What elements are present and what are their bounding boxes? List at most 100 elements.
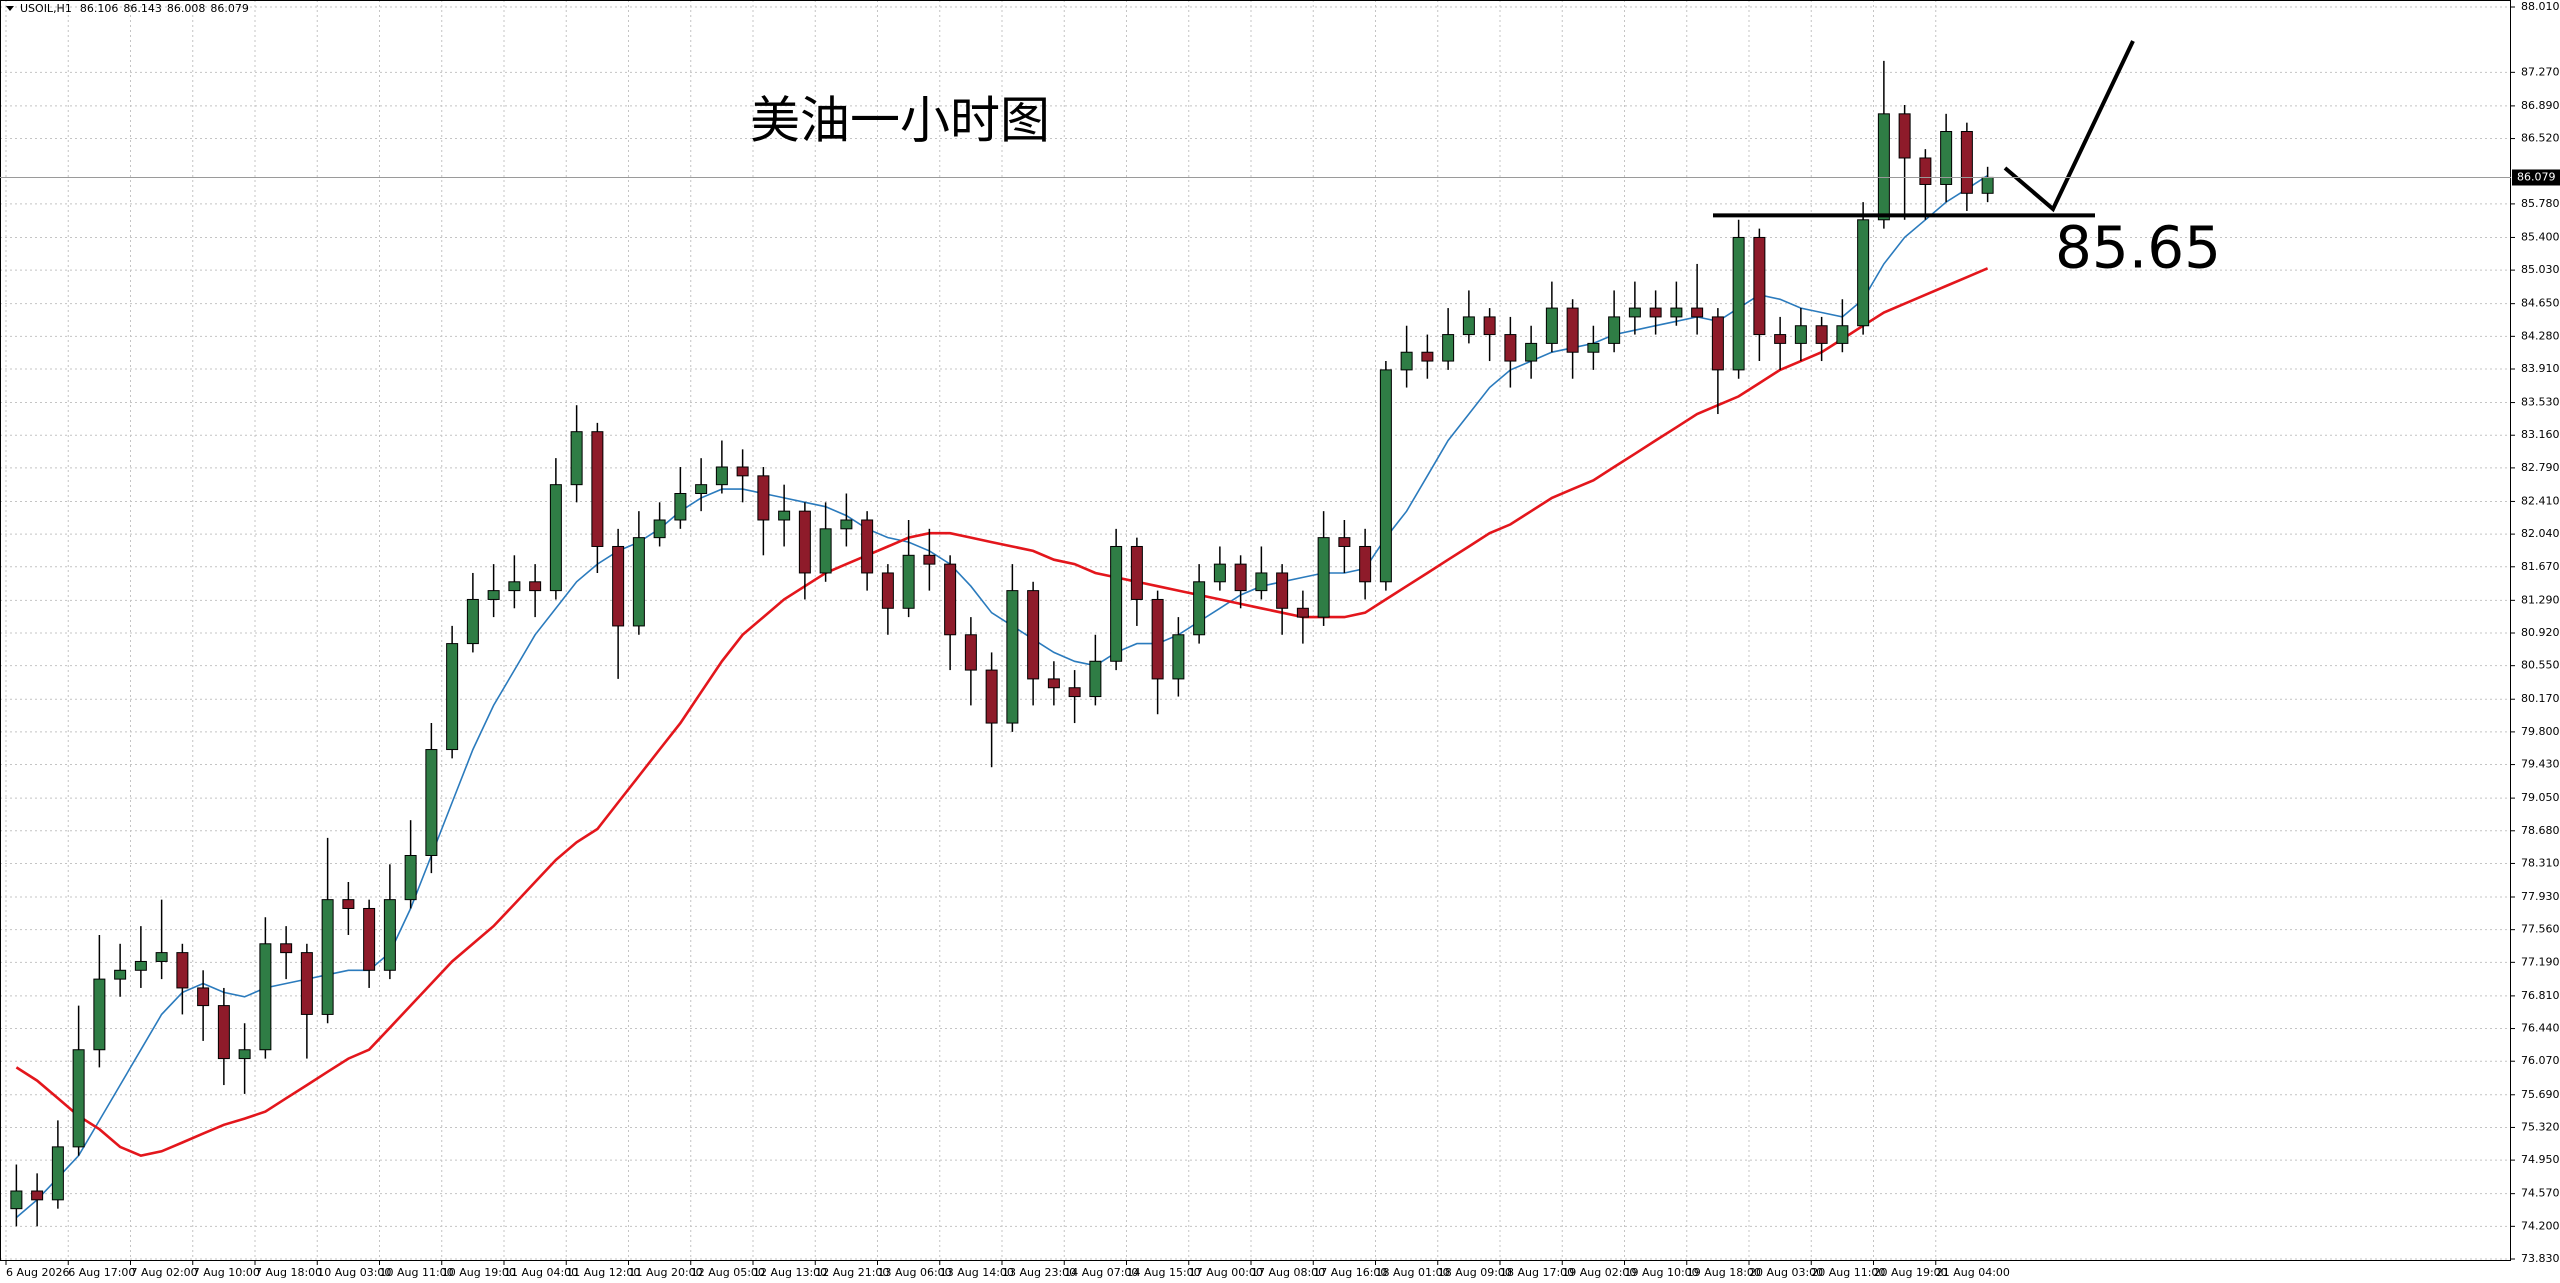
candle-body xyxy=(591,431,604,547)
candle-body xyxy=(1587,342,1600,353)
candle-body xyxy=(383,899,396,971)
candle-body xyxy=(1794,325,1807,344)
candle-body xyxy=(1649,307,1662,318)
y-tick-label: 77.560 xyxy=(2521,923,2560,936)
candle-body xyxy=(1234,563,1247,592)
candle-body xyxy=(1006,590,1019,724)
candle-body xyxy=(1110,545,1123,662)
candle-body xyxy=(1068,687,1081,698)
candle-body xyxy=(1338,537,1351,547)
y-tick-label: 80.920 xyxy=(2521,626,2560,639)
candle-body xyxy=(653,519,666,539)
x-tick-label: 12 Aug 13:00 xyxy=(753,1266,827,1279)
header: USOIL,H1 86.106 86.143 86.008 86.079 xyxy=(20,2,249,15)
candle-body xyxy=(881,572,894,609)
y-tick-label: 85.780 xyxy=(2521,197,2560,210)
x-tick-label: 13 Aug 23:00 xyxy=(1002,1266,1076,1279)
moving-average-line xyxy=(15,174,1989,1219)
candle-body xyxy=(1193,581,1206,636)
candle-body xyxy=(819,528,832,574)
y-tick-label: 76.810 xyxy=(2521,989,2560,1002)
candle-body xyxy=(1877,113,1890,221)
x-tick-label: 20 Aug 11:00 xyxy=(1811,1266,1885,1279)
candle-body xyxy=(1462,316,1475,336)
candle-body xyxy=(466,598,479,645)
candle-body xyxy=(259,943,272,1051)
candle-body xyxy=(1836,325,1849,344)
x-tick-label: 7 Aug 02:00 xyxy=(131,1266,198,1279)
y-tick-label: 79.430 xyxy=(2521,758,2560,771)
candle-body xyxy=(1359,545,1372,583)
candle-body xyxy=(1047,678,1060,689)
candle-body xyxy=(31,1190,44,1201)
y-tick-label: 74.950 xyxy=(2521,1153,2560,1166)
y-tick-label: 82.790 xyxy=(2521,461,2560,474)
y-tick-label: 83.530 xyxy=(2521,396,2560,409)
y-tick-label: 85.030 xyxy=(2521,263,2560,276)
candle-body xyxy=(798,510,811,574)
x-tick-label: 20 Aug 19:00 xyxy=(1874,1266,1948,1279)
candle-body xyxy=(176,952,189,989)
candle-body xyxy=(1379,369,1392,583)
candle-body xyxy=(1815,325,1828,344)
candle-body xyxy=(280,943,293,954)
candle-body xyxy=(529,581,542,592)
header-close: 86.079 xyxy=(210,2,249,15)
candle-body xyxy=(902,554,915,609)
candle-body xyxy=(1919,157,1932,185)
y-tick-label: 88.010 xyxy=(2521,0,2560,13)
candle-body xyxy=(757,475,770,521)
y-tick-label: 75.320 xyxy=(2521,1120,2560,1133)
candle-body xyxy=(1753,236,1766,336)
y-tick-label: 82.040 xyxy=(2521,527,2560,540)
candle-body xyxy=(1504,334,1517,362)
candle-body xyxy=(1276,572,1289,609)
last-price-label: 86.079 xyxy=(2517,170,2556,183)
candle-body xyxy=(321,899,334,1015)
x-tick-label: 10 Aug 19:00 xyxy=(442,1266,516,1279)
x-tick-label: 20 Aug 03:00 xyxy=(1749,1266,1823,1279)
candle-body xyxy=(1566,307,1579,353)
candle-body xyxy=(1857,219,1870,327)
x-tick-label: 13 Aug 14:00 xyxy=(940,1266,1014,1279)
candle-body xyxy=(1898,113,1911,159)
x-tick-label: 6 Aug 17:00 xyxy=(68,1266,135,1279)
candle-body xyxy=(446,643,459,751)
header-low: 86.008 xyxy=(167,2,206,15)
y-tick-label: 78.680 xyxy=(2521,824,2560,837)
y-tick-label: 82.410 xyxy=(2521,494,2560,507)
candle-body xyxy=(72,1049,85,1148)
candle-body xyxy=(570,431,583,486)
header-icon xyxy=(6,6,14,11)
x-tick-label: 18 Aug 17:00 xyxy=(1500,1266,1574,1279)
candle-body xyxy=(487,590,500,600)
candle-body xyxy=(1960,130,1973,194)
candle-body xyxy=(985,669,998,724)
level-label: 85.65 xyxy=(2055,213,2221,281)
y-tick-label: 76.070 xyxy=(2521,1054,2560,1067)
header-open: 86.106 xyxy=(80,2,119,15)
candle-body xyxy=(778,510,791,521)
x-tick-label: 18 Aug 09:00 xyxy=(1438,1266,1512,1279)
projection-arrow xyxy=(2003,40,2135,213)
y-tick-label: 87.270 xyxy=(2521,65,2560,78)
x-tick-label: 7 Aug 10:00 xyxy=(193,1266,260,1279)
candles xyxy=(10,60,1994,1227)
candle-body xyxy=(1981,176,1994,194)
candle-body xyxy=(695,484,708,494)
x-tick-label: 17 Aug 16:00 xyxy=(1313,1266,1387,1279)
grid xyxy=(0,0,2511,1260)
candle-body xyxy=(1172,634,1185,680)
x-tick-label: 11 Aug 04:00 xyxy=(504,1266,578,1279)
moving-averages xyxy=(15,174,1989,1219)
y-tick-label: 73.830 xyxy=(2521,1252,2560,1265)
candle-body xyxy=(363,907,376,971)
y-tick-label: 77.190 xyxy=(2521,955,2560,968)
candle-body xyxy=(736,466,749,477)
x-tick-label: 18 Aug 01:00 xyxy=(1376,1266,1450,1279)
x-tick-label: 12 Aug 05:00 xyxy=(691,1266,765,1279)
candle-body xyxy=(197,987,210,1007)
y-tick-label: 74.570 xyxy=(2521,1187,2560,1200)
candle-body xyxy=(1130,545,1143,600)
